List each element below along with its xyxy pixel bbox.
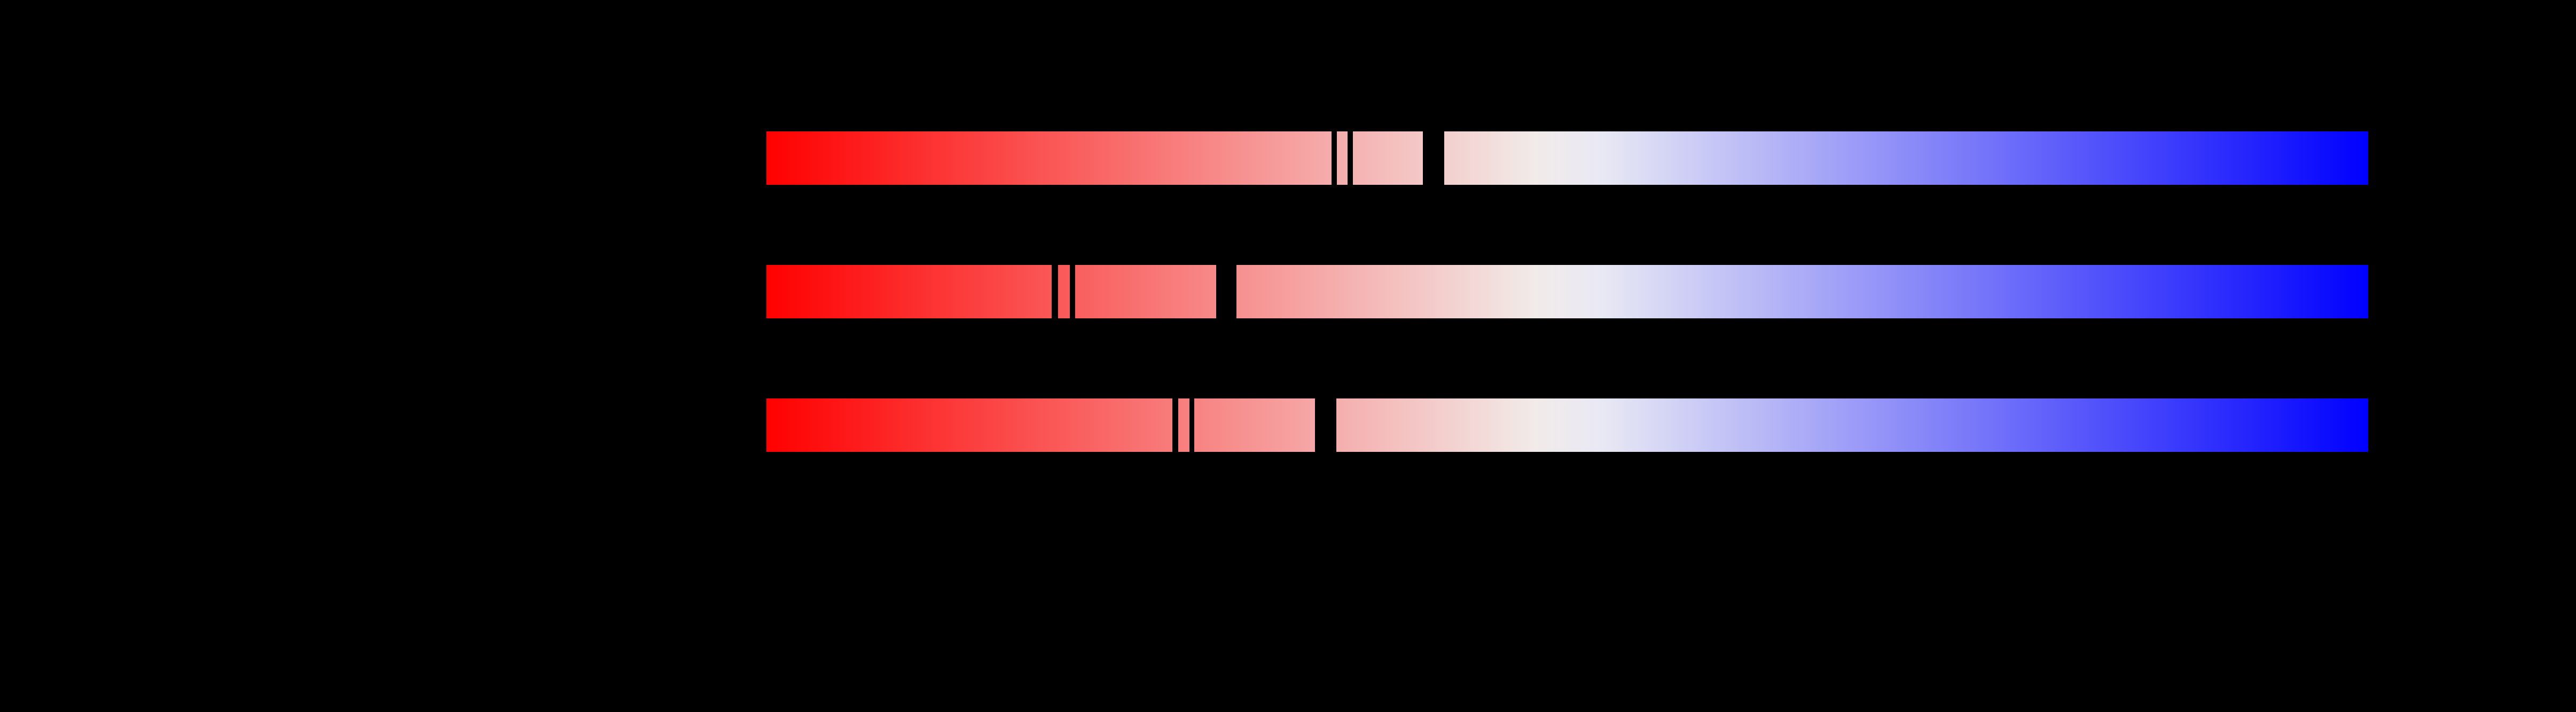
colorbar-2 — [766, 265, 2368, 318]
marker-line — [1189, 398, 1195, 452]
marker-line — [1172, 398, 1179, 452]
marker-line — [1348, 131, 1353, 185]
marker-line — [1052, 265, 1059, 318]
colorbar-3 — [766, 398, 2368, 452]
marker-band — [1422, 131, 1444, 185]
marker-line — [1332, 131, 1337, 185]
marker-band — [1314, 398, 1336, 452]
colorbar-1 — [766, 131, 2368, 185]
marker-line — [1070, 265, 1075, 318]
marker-band — [1216, 265, 1237, 318]
